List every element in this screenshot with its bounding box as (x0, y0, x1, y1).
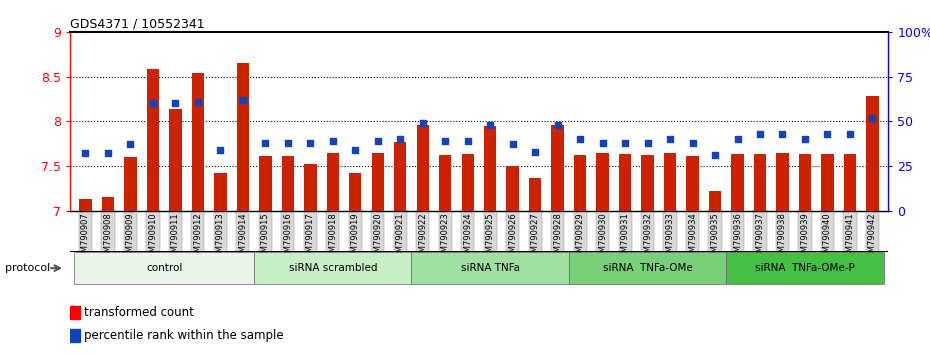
Bar (169, 109, 181, 211)
Bar (372, 153, 384, 211)
Bar (304, 164, 316, 211)
Bar (731, 154, 744, 211)
Text: percentile rank within the sample: percentile rank within the sample (84, 329, 284, 342)
Text: siRNA scrambled: siRNA scrambled (288, 263, 377, 273)
Bar (484, 126, 497, 211)
Point (527, 149, 542, 154)
Bar (192, 73, 204, 211)
Bar (821, 154, 833, 211)
Bar (326, 153, 339, 211)
Point (370, 138, 385, 144)
FancyBboxPatch shape (74, 252, 254, 284)
Bar (507, 166, 519, 211)
Bar (844, 154, 857, 211)
Point (78, 150, 93, 156)
Bar (417, 125, 429, 211)
Bar (79, 199, 92, 211)
Point (595, 140, 610, 145)
Point (775, 131, 790, 137)
Bar (777, 153, 789, 211)
Bar (70, 329, 80, 342)
FancyBboxPatch shape (569, 252, 726, 284)
Bar (101, 197, 114, 211)
Point (640, 140, 655, 145)
Point (348, 147, 363, 153)
Bar (529, 178, 541, 211)
FancyBboxPatch shape (726, 252, 884, 284)
Bar (125, 157, 137, 211)
Bar (574, 155, 586, 211)
Bar (596, 153, 609, 211)
Point (730, 136, 745, 142)
Point (416, 120, 431, 126)
FancyBboxPatch shape (411, 252, 569, 284)
Point (685, 140, 700, 145)
Point (843, 131, 857, 137)
Bar (394, 142, 406, 211)
Point (235, 97, 250, 103)
Point (708, 152, 723, 158)
Point (573, 136, 588, 142)
Bar (866, 96, 879, 211)
Point (168, 101, 183, 106)
Bar (349, 173, 362, 211)
Bar (551, 125, 564, 211)
Point (145, 101, 160, 106)
Text: control: control (146, 263, 182, 273)
Text: siRNA TNFa: siRNA TNFa (460, 263, 520, 273)
Point (213, 147, 228, 153)
Point (100, 150, 115, 156)
Bar (147, 69, 159, 211)
Bar (642, 155, 654, 211)
Point (392, 136, 407, 142)
Point (258, 140, 272, 145)
Point (191, 99, 206, 104)
Text: siRNA  TNFa-OMe-P: siRNA TNFa-OMe-P (755, 263, 855, 273)
Point (483, 122, 498, 128)
Bar (237, 63, 249, 211)
Text: protocol: protocol (5, 263, 50, 273)
Point (438, 138, 453, 144)
Bar (686, 156, 698, 211)
Point (281, 140, 296, 145)
Point (326, 138, 340, 144)
Bar (618, 154, 631, 211)
Point (662, 136, 677, 142)
Point (865, 115, 880, 120)
Bar (754, 154, 766, 211)
Bar (439, 155, 451, 211)
Bar (70, 306, 80, 319)
Point (123, 142, 138, 147)
Point (505, 142, 520, 147)
Bar (282, 156, 294, 211)
Point (820, 131, 835, 137)
Point (460, 138, 475, 144)
Bar (709, 191, 721, 211)
Text: siRNA  TNFa-OMe: siRNA TNFa-OMe (603, 263, 693, 273)
Point (752, 131, 767, 137)
Bar (259, 156, 272, 211)
Point (303, 140, 318, 145)
Point (551, 122, 565, 128)
Bar (799, 154, 811, 211)
Point (618, 140, 632, 145)
FancyBboxPatch shape (254, 252, 411, 284)
Text: transformed count: transformed count (84, 306, 193, 319)
Text: GDS4371 / 10552341: GDS4371 / 10552341 (70, 17, 205, 30)
Bar (214, 173, 227, 211)
Bar (461, 154, 474, 211)
Bar (664, 153, 676, 211)
Point (798, 136, 813, 142)
